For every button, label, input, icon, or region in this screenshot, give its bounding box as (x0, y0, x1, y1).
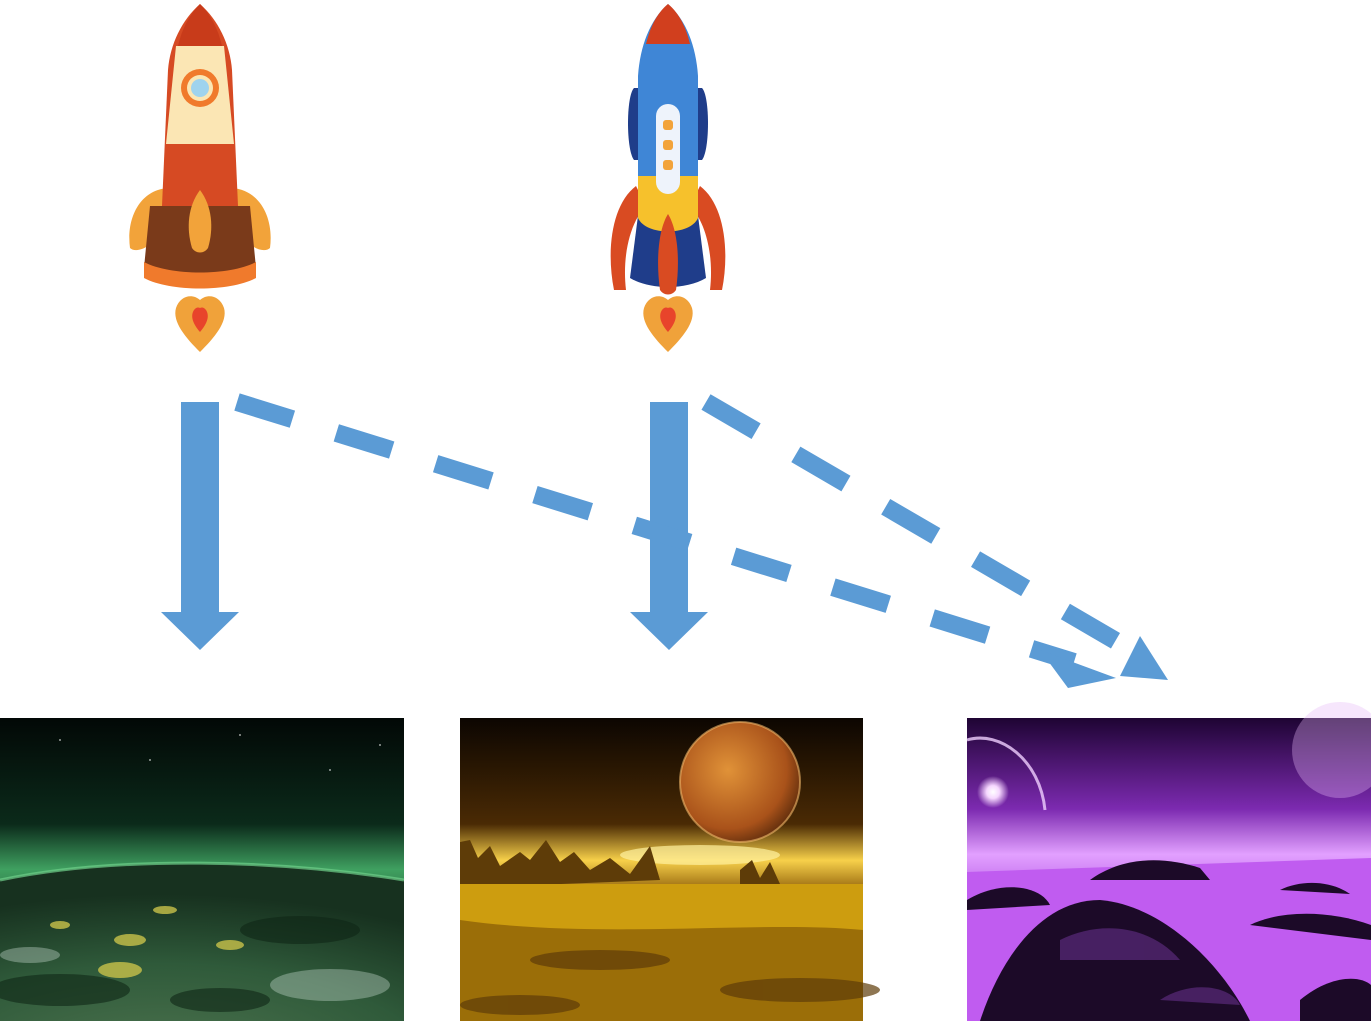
dashed-arrow-rocket-a-to-purple-planet (234, 393, 1116, 688)
purple-planet-landscape-icon (966, 702, 1371, 1021)
solid-arrow-rocket-b-to-golden-planet (630, 402, 708, 650)
solid-arrow-rocket-a-to-green-planet (161, 402, 239, 650)
dashed-arrow-rocket-b-to-purple-planet (701, 394, 1168, 680)
arrows (161, 393, 1168, 688)
dashed-arrow-head (1120, 636, 1168, 680)
golden-planet-landscape-icon (460, 718, 880, 1021)
dashed-arrow-shaft (234, 393, 1077, 671)
blue-rocket-icon (610, 4, 726, 352)
dashed-arrow-shaft (701, 394, 1133, 656)
dashed-arrow-head (1040, 650, 1116, 688)
green-planet-landscape-icon (0, 718, 405, 1021)
orange-rocket-icon (129, 4, 271, 352)
